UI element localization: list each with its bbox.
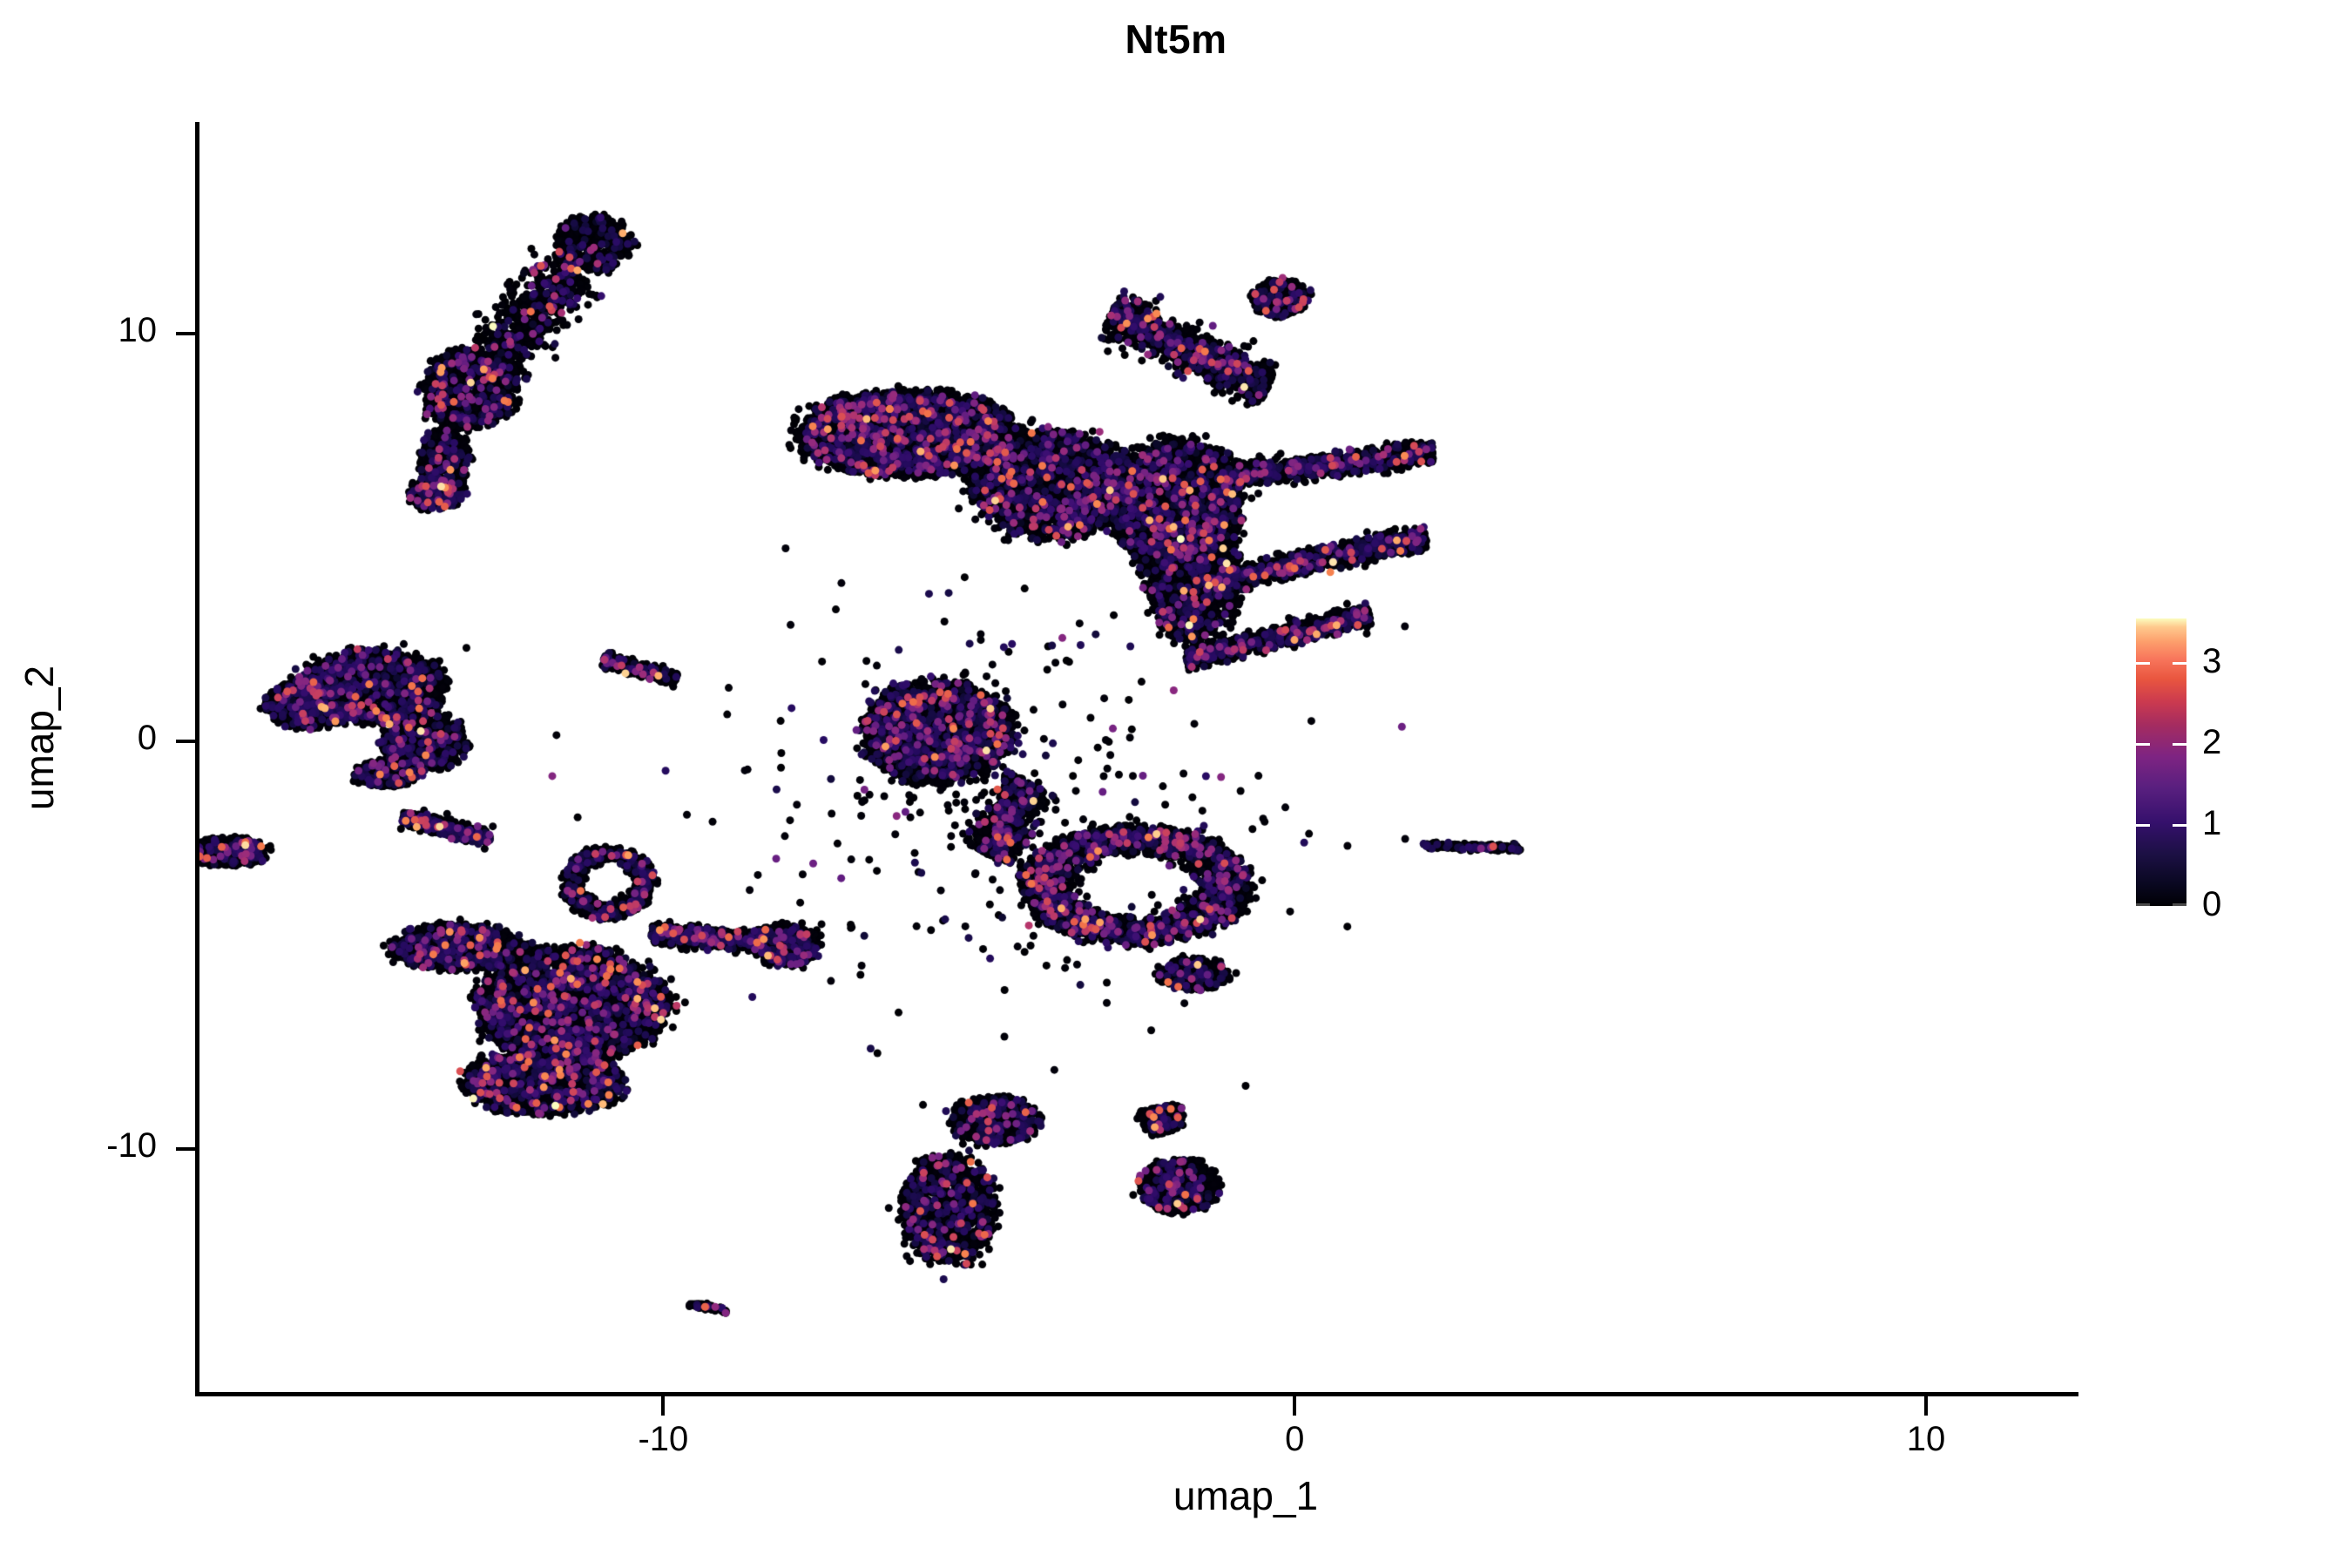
x-tick-label: 0	[1285, 1420, 1305, 1458]
x-tick-label: 10	[1906, 1420, 1946, 1458]
y-tick-mark	[176, 1147, 195, 1152]
y-tick-mark	[176, 740, 195, 744]
colorbar-tick-mark	[2136, 743, 2150, 747]
y-tick-label: -10	[106, 1126, 157, 1166]
colorbar-tick-mark	[2136, 903, 2150, 906]
y-axis-title: umap_2	[17, 665, 62, 811]
colorbar-tick-mark	[2136, 662, 2150, 666]
colorbar-tick-label: 1	[2202, 804, 2222, 843]
colorbar-tick-label: 0	[2202, 885, 2222, 923]
colorbar-tick-label: 2	[2202, 723, 2222, 762]
plot-panel	[196, 122, 2078, 1394]
colorbar-tick-label: 3	[2202, 642, 2222, 681]
x-axis-title: umap_1	[1173, 1473, 1319, 1518]
x-tick-mark	[1924, 1396, 1929, 1416]
scatter-canvas	[196, 122, 2078, 1394]
colorbar-tick-mark	[2173, 662, 2186, 666]
colorbar-tick-mark	[2173, 824, 2186, 828]
colorbar-tick-mark	[2136, 824, 2150, 828]
page-title: Nt5m	[1125, 17, 1227, 62]
x-axis-line	[195, 1392, 2078, 1396]
colorbar-legend: 0 1 2 3	[2136, 618, 2310, 923]
colorbar-gradient	[2136, 618, 2186, 906]
colorbar-tick-mark	[2173, 903, 2186, 906]
colorbar-tick-mark	[2173, 743, 2186, 747]
x-tick-mark	[1293, 1396, 1297, 1416]
y-tick-mark	[176, 332, 195, 336]
x-tick-label: -10	[638, 1420, 689, 1458]
y-tick-label: 10	[118, 311, 158, 350]
y-axis-line	[195, 122, 199, 1396]
y-tick-label: 0	[137, 719, 157, 758]
x-tick-mark	[661, 1396, 666, 1416]
